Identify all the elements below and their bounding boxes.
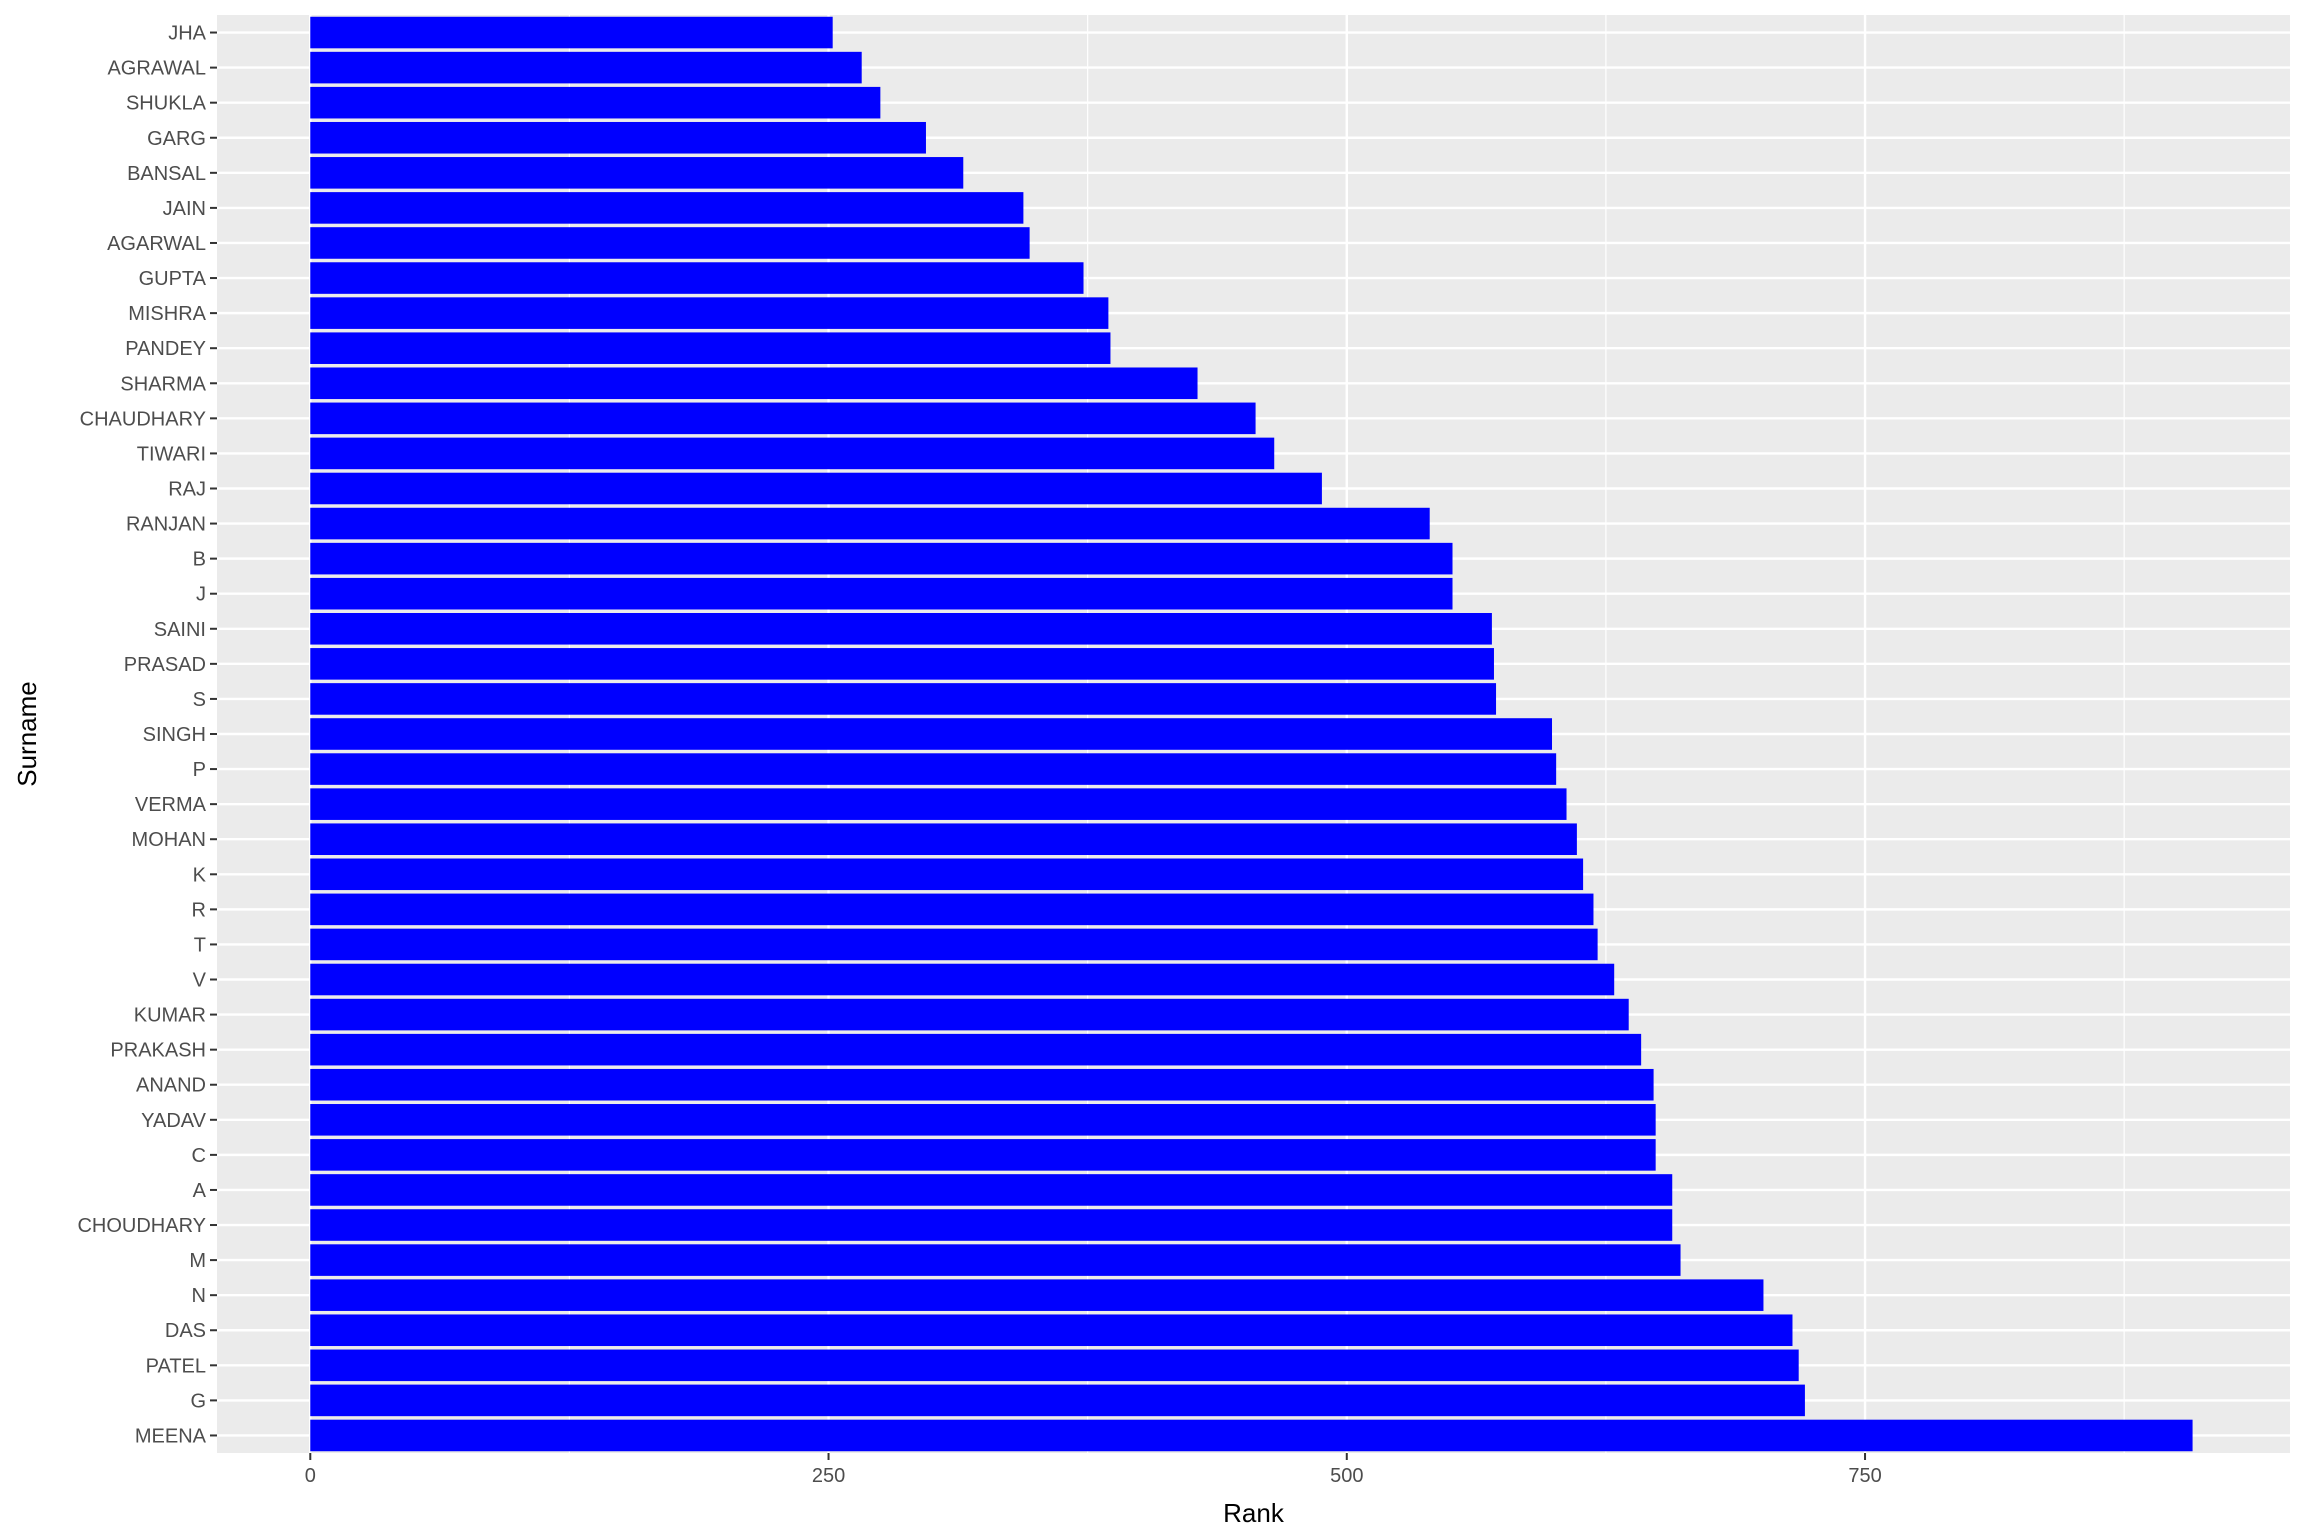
bar [310, 648, 1494, 680]
y-tick-label: YADAV [141, 1110, 206, 1132]
y-tick-label: P [193, 759, 206, 781]
bar [310, 893, 1594, 926]
y-tick-label: M [189, 1250, 206, 1272]
y-tick-label: AGRAWAL [107, 58, 206, 80]
bar [310, 858, 1584, 891]
y-tick-label: PRASAD [124, 654, 206, 676]
bar [310, 402, 1256, 435]
y-tick-label: SHARMA [120, 373, 206, 395]
y-tick-label: ANAND [136, 1075, 206, 1097]
bar [310, 998, 1629, 1031]
bar [310, 788, 1567, 820]
bar [310, 928, 1598, 961]
y-tick-label: SINGH [143, 724, 206, 746]
y-tick-label: BANSAL [127, 163, 206, 185]
y-tick-label: G [190, 1390, 206, 1412]
y-tick-label: DAS [165, 1320, 206, 1342]
bar [310, 86, 881, 119]
bar [310, 367, 1198, 400]
x-tick-label: 750 [1848, 1465, 1881, 1487]
y-tick-label: T [194, 934, 206, 956]
bar [310, 332, 1111, 364]
bar [310, 1314, 1793, 1347]
x-tick-label: 0 [305, 1465, 316, 1487]
bar [310, 1104, 1656, 1136]
y-tick-label: SAINI [154, 619, 206, 641]
x-axis-title: Rank [1223, 1498, 1285, 1528]
bar [310, 262, 1084, 294]
y-tick-label: KUMAR [134, 1005, 206, 1027]
y-tick-label: V [193, 970, 207, 992]
bar [310, 16, 833, 49]
y-axis-title: Surname [12, 681, 42, 787]
bar [310, 683, 1497, 715]
bar [310, 1279, 1764, 1311]
y-tick-label: K [193, 864, 207, 886]
x-tick-label: 500 [1330, 1465, 1363, 1487]
y-tick-label: RAJ [168, 478, 206, 500]
x-tick-label: 250 [812, 1465, 845, 1487]
y-tick-label: CHOUDHARY [77, 1215, 206, 1237]
y-tick-label: GARG [147, 128, 206, 150]
bar [310, 1174, 1673, 1206]
bar [310, 51, 862, 84]
bar [310, 121, 926, 154]
y-tick-label: RANJAN [126, 514, 206, 536]
bar [310, 612, 1492, 645]
bar [310, 157, 964, 189]
x-axis: 0 250 500 750 [305, 1453, 1882, 1487]
y-tick-label: J [196, 584, 206, 606]
y-tick-label: R [192, 899, 206, 921]
bar [310, 1209, 1673, 1241]
bar [310, 297, 1109, 329]
bar [310, 1349, 1799, 1382]
bar [310, 1068, 1654, 1101]
bar [310, 437, 1275, 470]
bar [310, 963, 1615, 996]
bar [310, 472, 1322, 505]
y-tick-label: S [193, 689, 206, 711]
bar [310, 542, 1453, 575]
y-tick-label: PATEL [146, 1355, 206, 1377]
bars [310, 16, 2193, 1452]
y-tick-label: AGARWAL [107, 233, 206, 255]
y-tick-label: PRAKASH [110, 1040, 206, 1062]
y-tick-label: N [192, 1285, 206, 1307]
y-tick-label: JHA [168, 23, 206, 45]
y-axis: JHA AGRAWAL SHUKLA GARG BANSAL JAIN AGARWAL GUP… [77, 23, 217, 1447]
bar [310, 718, 1553, 750]
bar [310, 1419, 2193, 1452]
y-tick-label: B [193, 549, 206, 571]
y-tick-label: MOHAN [132, 829, 206, 851]
y-tick-label: TIWARI [137, 443, 206, 465]
bar [310, 507, 1430, 540]
y-tick-label: A [193, 1180, 207, 1202]
bar [310, 1139, 1656, 1171]
bar [310, 1033, 1642, 1066]
y-tick-label: GUPTA [139, 268, 207, 290]
bar [310, 753, 1557, 785]
y-tick-label: CHAUDHARY [80, 408, 206, 430]
bar [310, 823, 1577, 856]
y-tick-label: C [192, 1145, 206, 1167]
bar [310, 1244, 1681, 1276]
bar [310, 192, 1024, 224]
y-tick-label: MEENA [135, 1425, 207, 1447]
bar [310, 577, 1453, 610]
bar [310, 1384, 1805, 1417]
y-tick-label: VERMA [135, 794, 207, 816]
bar [310, 227, 1030, 259]
y-tick-label: JAIN [163, 198, 206, 220]
y-tick-label: SHUKLA [126, 93, 207, 115]
y-tick-label: MISHRA [128, 303, 206, 325]
y-tick-label: PANDEY [125, 338, 206, 360]
